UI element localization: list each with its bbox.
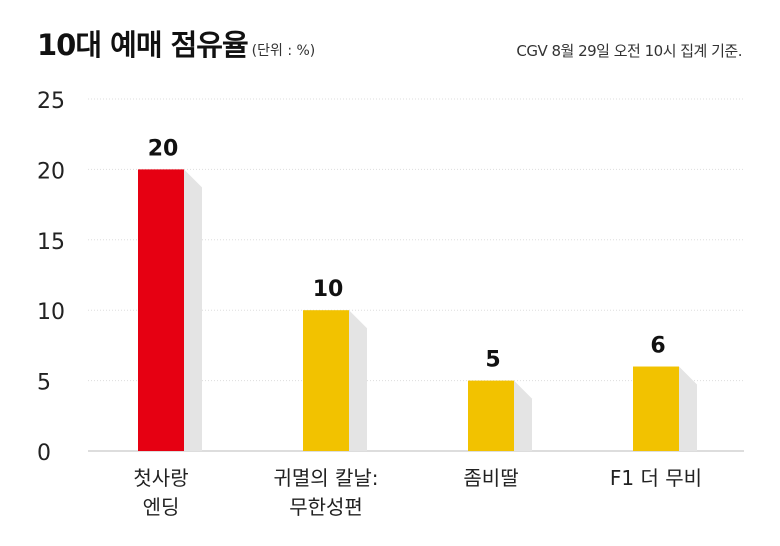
chart-title: 10대 예매 점유율 — [37, 28, 249, 62]
data-label: 5 — [485, 348, 500, 373]
data-label: 20 — [148, 136, 179, 161]
y-tick-label: 0 — [37, 441, 51, 466]
data-label: 6 — [650, 334, 665, 359]
x-tick-label: 귀멸의 칼날: — [273, 466, 378, 490]
x-tick-label: 무한성편 — [289, 495, 363, 519]
x-tick-label: 좀비딸 — [463, 466, 518, 490]
y-tick-label: 20 — [37, 159, 65, 184]
bar — [633, 366, 679, 451]
bar — [468, 380, 514, 451]
x-tick-label: 엔딩 — [143, 495, 180, 519]
y-tick-label: 10 — [37, 300, 65, 325]
y-tick-label: 25 — [37, 89, 65, 114]
title-block: 10대 예매 점유율 (단위 : %) — [37, 22, 315, 64]
unit-note: (단위 : %) — [251, 43, 316, 59]
bar — [303, 310, 349, 451]
x-tick-label: 첫사랑 — [133, 466, 188, 490]
bar-shadow — [349, 310, 367, 451]
source-note: CGV 8월 29일 오전 10시 집계 기준. — [516, 42, 742, 60]
data-label: 10 — [313, 277, 344, 302]
bar-shadow — [679, 366, 697, 451]
y-tick-label: 15 — [37, 230, 65, 255]
bar-shadow — [514, 380, 532, 451]
bar — [138, 169, 184, 451]
x-tick-label: F1 더 무비 — [610, 466, 702, 490]
y-tick-label: 5 — [37, 371, 51, 396]
bar-shadow — [184, 169, 202, 451]
